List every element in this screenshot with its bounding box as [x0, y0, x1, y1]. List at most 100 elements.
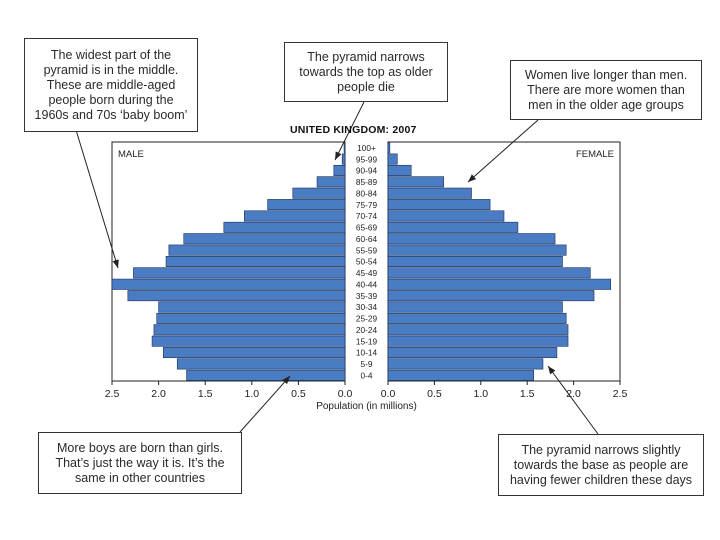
pointer-narrows-top — [334, 101, 365, 161]
female-bar-70-74 — [387, 210, 505, 222]
female-bar-20-24 — [387, 324, 569, 336]
female-bar-25-29 — [387, 312, 567, 324]
female-bar-80-84 — [387, 187, 472, 199]
female-bar-30-34 — [387, 301, 563, 313]
female-bar-45-49 — [387, 267, 591, 279]
female-tick-label: 0.5 — [427, 388, 442, 400]
male-tick-label: 1.0 — [244, 388, 259, 400]
age-label-15-19: 15-19 — [356, 336, 378, 346]
male-bar-0-4 — [186, 369, 346, 381]
male-bar-10-14 — [162, 347, 346, 359]
age-label-35-39: 35-39 — [356, 291, 378, 301]
female-bar-85-89 — [387, 176, 444, 188]
age-label-85-89: 85-89 — [356, 177, 378, 187]
annotation-narrows-top-text: The pyramid narrows towards the top as o… — [299, 49, 433, 94]
age-label-100+: 100+ — [357, 143, 376, 153]
age-label-5-9: 5-9 — [361, 359, 373, 369]
pointer-narrows-base-arrowhead — [548, 366, 556, 375]
female-bar-15-19 — [387, 335, 569, 347]
male-tick-label: 0.5 — [291, 388, 306, 400]
male-bar-85-89 — [316, 176, 346, 188]
age-label-40-44: 40-44 — [356, 279, 378, 289]
female-bar-5-9 — [387, 358, 544, 370]
female-tick-label: 2.0 — [566, 388, 581, 400]
male-bar-95-99 — [341, 153, 346, 165]
pointer-boys-arrowhead — [282, 376, 290, 385]
female-bar-90-94 — [387, 164, 412, 176]
male-bar-90-94 — [333, 164, 346, 176]
pointer-narrows-base — [547, 365, 599, 435]
annotation-boys: More boys are born than girls. That’s ju… — [38, 432, 242, 494]
age-label-0-4: 0-4 — [361, 371, 373, 381]
chart-title: UNITED KINGDOM: 2007 — [290, 124, 417, 136]
age-label-50-54: 50-54 — [356, 257, 378, 267]
age-label-60-64: 60-64 — [356, 234, 378, 244]
female-tick-label: 2.5 — [613, 388, 628, 400]
male-bar-40-44 — [111, 278, 346, 290]
male-bar-25-29 — [156, 312, 346, 324]
male-bar-100+ — [343, 142, 346, 154]
age-label-45-49: 45-49 — [356, 268, 378, 278]
male-bar-15-19 — [151, 335, 346, 347]
female-bar-60-64 — [387, 233, 556, 245]
male-bar-35-39 — [127, 290, 346, 302]
male-tick-label: 2.5 — [105, 388, 120, 400]
female-tick-label: 0.0 — [381, 388, 396, 400]
age-label-65-69: 65-69 — [356, 223, 378, 233]
annotation-boys-text: More boys are born than girls. That’s ju… — [55, 440, 225, 485]
male-tick-label: 1.5 — [198, 388, 213, 400]
male-bar-5-9 — [176, 358, 346, 370]
female-bar-65-69 — [387, 221, 519, 233]
female-bar-10-14 — [387, 347, 558, 359]
female-bar-75-79 — [387, 199, 491, 211]
pointer-women — [467, 119, 539, 183]
age-label-80-84: 80-84 — [356, 188, 378, 198]
pointer-women-arrowhead — [468, 174, 477, 182]
age-label-10-14: 10-14 — [356, 348, 378, 358]
pointer-widest — [75, 129, 119, 269]
annotation-narrows-top: The pyramid narrows towards the top as o… — [284, 42, 448, 102]
age-label-25-29: 25-29 — [356, 314, 378, 324]
male-bar-70-74 — [244, 210, 346, 222]
female-bar-55-59 — [387, 244, 567, 256]
male-bar-30-34 — [158, 301, 346, 313]
female-tick-label: 1.0 — [473, 388, 488, 400]
male-bar-80-84 — [292, 187, 346, 199]
female-bar-40-44 — [387, 278, 612, 290]
male-bar-60-64 — [183, 233, 346, 245]
pointer-boys — [239, 375, 291, 433]
male-label: MALE — [118, 149, 144, 160]
female-bar-0-4 — [387, 369, 534, 381]
age-label-95-99: 95-99 — [356, 154, 378, 164]
x-axis-label: Population (in millions) — [316, 401, 417, 412]
age-label-90-94: 90-94 — [356, 166, 378, 176]
female-tick-label: 1.5 — [520, 388, 535, 400]
annotation-narrows-base-text: The pyramid narrows slightly towards the… — [509, 442, 693, 487]
age-label-55-59: 55-59 — [356, 245, 378, 255]
male-bar-55-59 — [168, 244, 346, 256]
age-label-75-79: 75-79 — [356, 200, 378, 210]
female-label: FEMALE — [576, 149, 614, 160]
age-label-20-24: 20-24 — [356, 325, 378, 335]
male-tick-label: 0.0 — [338, 388, 353, 400]
female-bar-35-39 — [387, 290, 595, 302]
annotation-widest-text: The widest part of the pyramid is in the… — [34, 47, 188, 122]
annotation-widest: The widest part of the pyramid is in the… — [24, 38, 198, 132]
annotation-women: Women live longer than men. There are mo… — [510, 60, 702, 120]
male-bar-65-69 — [223, 221, 346, 233]
male-bar-50-54 — [165, 256, 346, 267]
female-bar-95-99 — [387, 153, 398, 165]
female-bar-100+ — [387, 142, 391, 154]
female-bar-50-54 — [387, 256, 563, 267]
male-bar-75-79 — [267, 199, 346, 211]
age-label-30-34: 30-34 — [356, 302, 378, 312]
annotation-women-text: Women live longer than men. There are mo… — [524, 67, 688, 112]
male-bar-20-24 — [153, 324, 346, 336]
male-bar-45-49 — [133, 267, 346, 279]
pointer-narrows-top-arrowhead — [335, 151, 342, 160]
age-label-70-74: 70-74 — [356, 211, 378, 221]
pointer-widest-arrowhead — [112, 259, 119, 268]
annotation-narrows-base: The pyramid narrows slightly towards the… — [498, 434, 704, 496]
